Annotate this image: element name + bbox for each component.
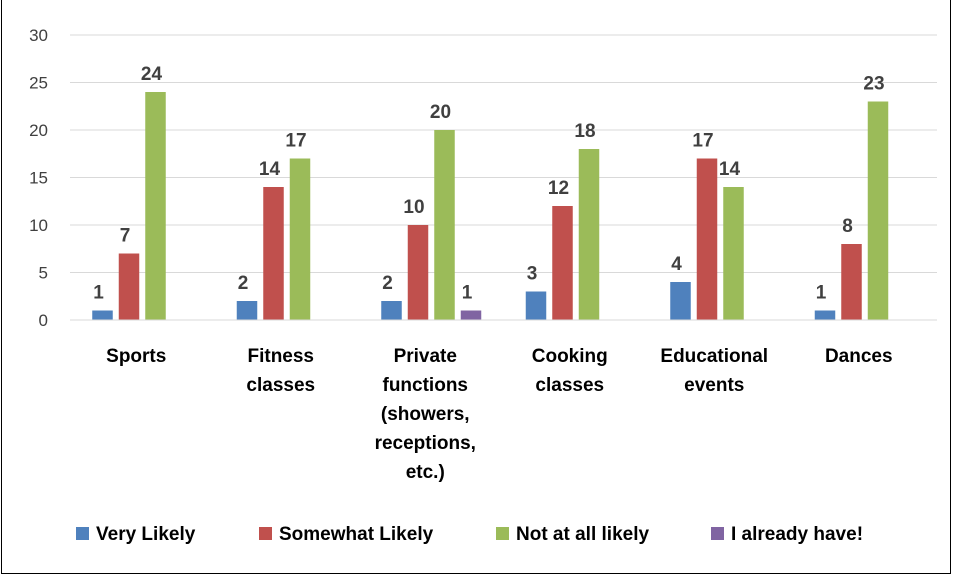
bar-i-already-have--2 bbox=[460, 310, 482, 320]
data-label: 2 bbox=[382, 273, 393, 294]
bar-somewhat-likely-4 bbox=[696, 158, 718, 320]
bar-not-at-all-likely-5 bbox=[867, 101, 889, 320]
bar-very-likely-2 bbox=[381, 301, 402, 320]
y-tick-label: 5 bbox=[39, 264, 48, 283]
data-label: 1 bbox=[462, 283, 473, 304]
bar-somewhat-likely-0 bbox=[118, 253, 140, 320]
data-label: 8 bbox=[842, 216, 853, 237]
data-label: 1 bbox=[816, 283, 827, 304]
data-label: 14 bbox=[259, 159, 281, 180]
bar-not-at-all-likely-0 bbox=[145, 92, 166, 320]
data-label: 10 bbox=[403, 197, 424, 218]
bar-not-at-all-likely-3 bbox=[578, 149, 600, 320]
data-label: 18 bbox=[574, 121, 595, 142]
bar-very-likely-5 bbox=[814, 310, 836, 320]
data-label: 20 bbox=[430, 102, 451, 123]
y-tick-label: 20 bbox=[29, 121, 48, 140]
data-label: 1 bbox=[93, 283, 104, 304]
y-tick-label: 30 bbox=[29, 26, 48, 45]
bar-not-at-all-likely-2 bbox=[434, 130, 455, 320]
legend-swatch bbox=[711, 527, 724, 540]
bar-somewhat-likely-5 bbox=[841, 244, 862, 320]
bar-very-likely-4 bbox=[670, 282, 691, 320]
legend: Very Likely Somewhat Likely Not at all lik… bbox=[76, 524, 863, 545]
y-tick-label: 15 bbox=[29, 169, 48, 188]
data-label: 12 bbox=[548, 178, 569, 199]
category-label: Cooking classes bbox=[532, 346, 608, 396]
legend-label: Not at all likely bbox=[516, 524, 649, 545]
bar-not-at-all-likely-1 bbox=[289, 158, 311, 320]
y-tick-label: 0 bbox=[39, 311, 48, 330]
bar-very-likely-3 bbox=[525, 291, 547, 320]
data-label: 2 bbox=[238, 273, 249, 294]
data-label: 3 bbox=[527, 264, 538, 285]
bar-not-at-all-likely-4 bbox=[723, 187, 744, 320]
data-label: 17 bbox=[692, 131, 713, 152]
data-label: 24 bbox=[141, 64, 163, 85]
data-label: 17 bbox=[285, 131, 306, 152]
category-label: Dances bbox=[825, 346, 893, 367]
category-label: Fitness classes bbox=[246, 346, 315, 396]
bar-very-likely-1 bbox=[236, 301, 258, 320]
legend-label: Very Likely bbox=[96, 524, 196, 545]
legend-swatch bbox=[76, 527, 89, 540]
y-tick-label: 10 bbox=[29, 216, 48, 235]
bar-somewhat-likely-2 bbox=[407, 225, 429, 320]
legend-swatch bbox=[496, 527, 509, 540]
legend-label: I already have! bbox=[731, 524, 863, 545]
data-label: 23 bbox=[863, 74, 884, 95]
data-label: 4 bbox=[671, 254, 682, 275]
category-label: Educational events bbox=[660, 346, 768, 396]
bar-somewhat-likely-3 bbox=[552, 206, 573, 320]
data-label: 7 bbox=[120, 226, 131, 247]
bars bbox=[92, 92, 889, 320]
axes: 0 5 10 15 20 25 30 Sports Fitness classes Private f… bbox=[29, 26, 937, 483]
gridlines bbox=[70, 34, 937, 321]
category-label: Sports bbox=[106, 346, 166, 367]
bar-very-likely-0 bbox=[92, 310, 113, 320]
data-label: 14 bbox=[719, 159, 741, 180]
legend-swatch bbox=[259, 527, 272, 540]
y-tick-label: 25 bbox=[29, 74, 48, 93]
bar-somewhat-likely-1 bbox=[263, 187, 284, 320]
category-label: Private functions (showers, receptions, etc.… bbox=[375, 346, 476, 483]
legend-label: Somewhat Likely bbox=[279, 524, 434, 545]
